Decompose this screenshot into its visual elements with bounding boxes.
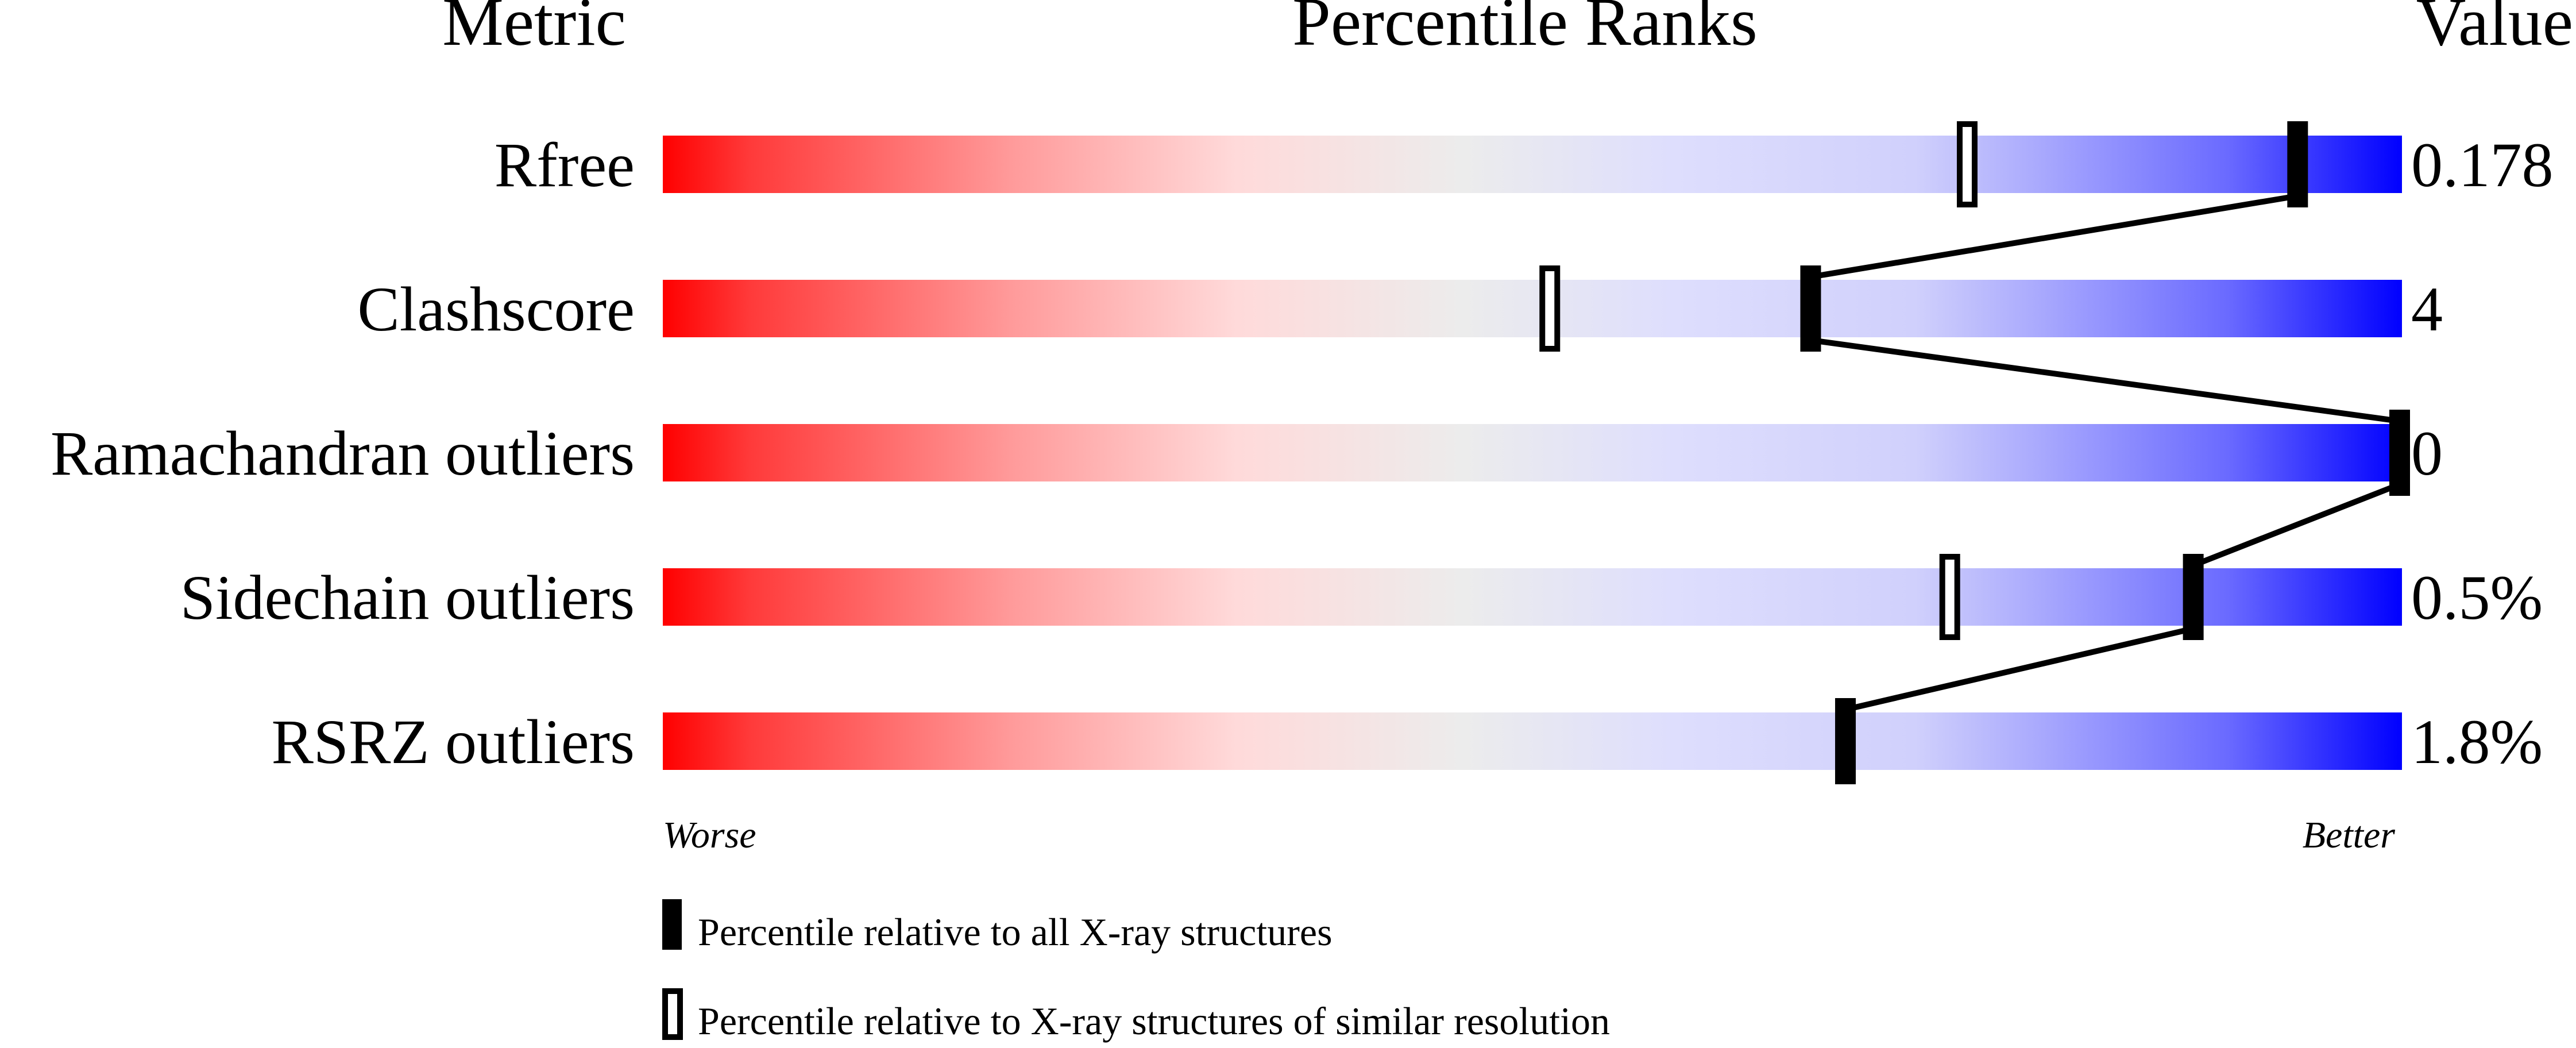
metric-label: Ramachandran outliers [51, 418, 635, 488]
header-metric: Metric [442, 0, 626, 60]
percentile-bar [663, 280, 2402, 337]
legend-label-similar: Percentile relative to X-ray structures … [698, 999, 1610, 1043]
percentile-bar [663, 136, 2402, 193]
connector-line [1844, 626, 2194, 712]
legend-label-all: Percentile relative to all X-ray structu… [698, 910, 1333, 954]
marker-all-structures [2287, 121, 2308, 207]
connector-line [2192, 481, 2401, 568]
marker-all-structures [1800, 265, 1821, 352]
metric-label: Rfree [495, 130, 635, 200]
header-percentile-ranks: Percentile Ranks [1292, 0, 1758, 60]
axis-label-better: Better [2303, 814, 2396, 856]
marker-all-structures [2183, 554, 2204, 640]
metric-value: 0.5% [2411, 562, 2543, 633]
metric-value: 0 [2411, 418, 2443, 488]
marker-similar-resolution [1539, 265, 1561, 352]
connector-line [1810, 193, 2299, 280]
metric-label: Clashscore [357, 274, 635, 344]
header-value: Value [2416, 0, 2573, 60]
metric-label: RSRZ outliers [271, 707, 635, 777]
metric-value: 1.8% [2411, 707, 2543, 777]
marker-all-structures [1835, 698, 1856, 784]
connector-line [1810, 337, 2400, 424]
legend-filled-marker [662, 899, 682, 950]
legend-open-marker [662, 988, 683, 1040]
marker-similar-resolution [1939, 554, 1960, 640]
marker-similar-resolution [1957, 121, 1978, 207]
axis-label-worse: Worse [663, 814, 756, 856]
metric-value: 4 [2411, 274, 2443, 344]
marker-all-structures [2389, 410, 2410, 496]
metric-label: Sidechain outliers [180, 562, 635, 633]
percentile-bar [663, 568, 2402, 626]
metric-value: 0.178 [2411, 130, 2554, 200]
percentile-bar [663, 712, 2402, 770]
percentile-bar [663, 424, 2402, 481]
